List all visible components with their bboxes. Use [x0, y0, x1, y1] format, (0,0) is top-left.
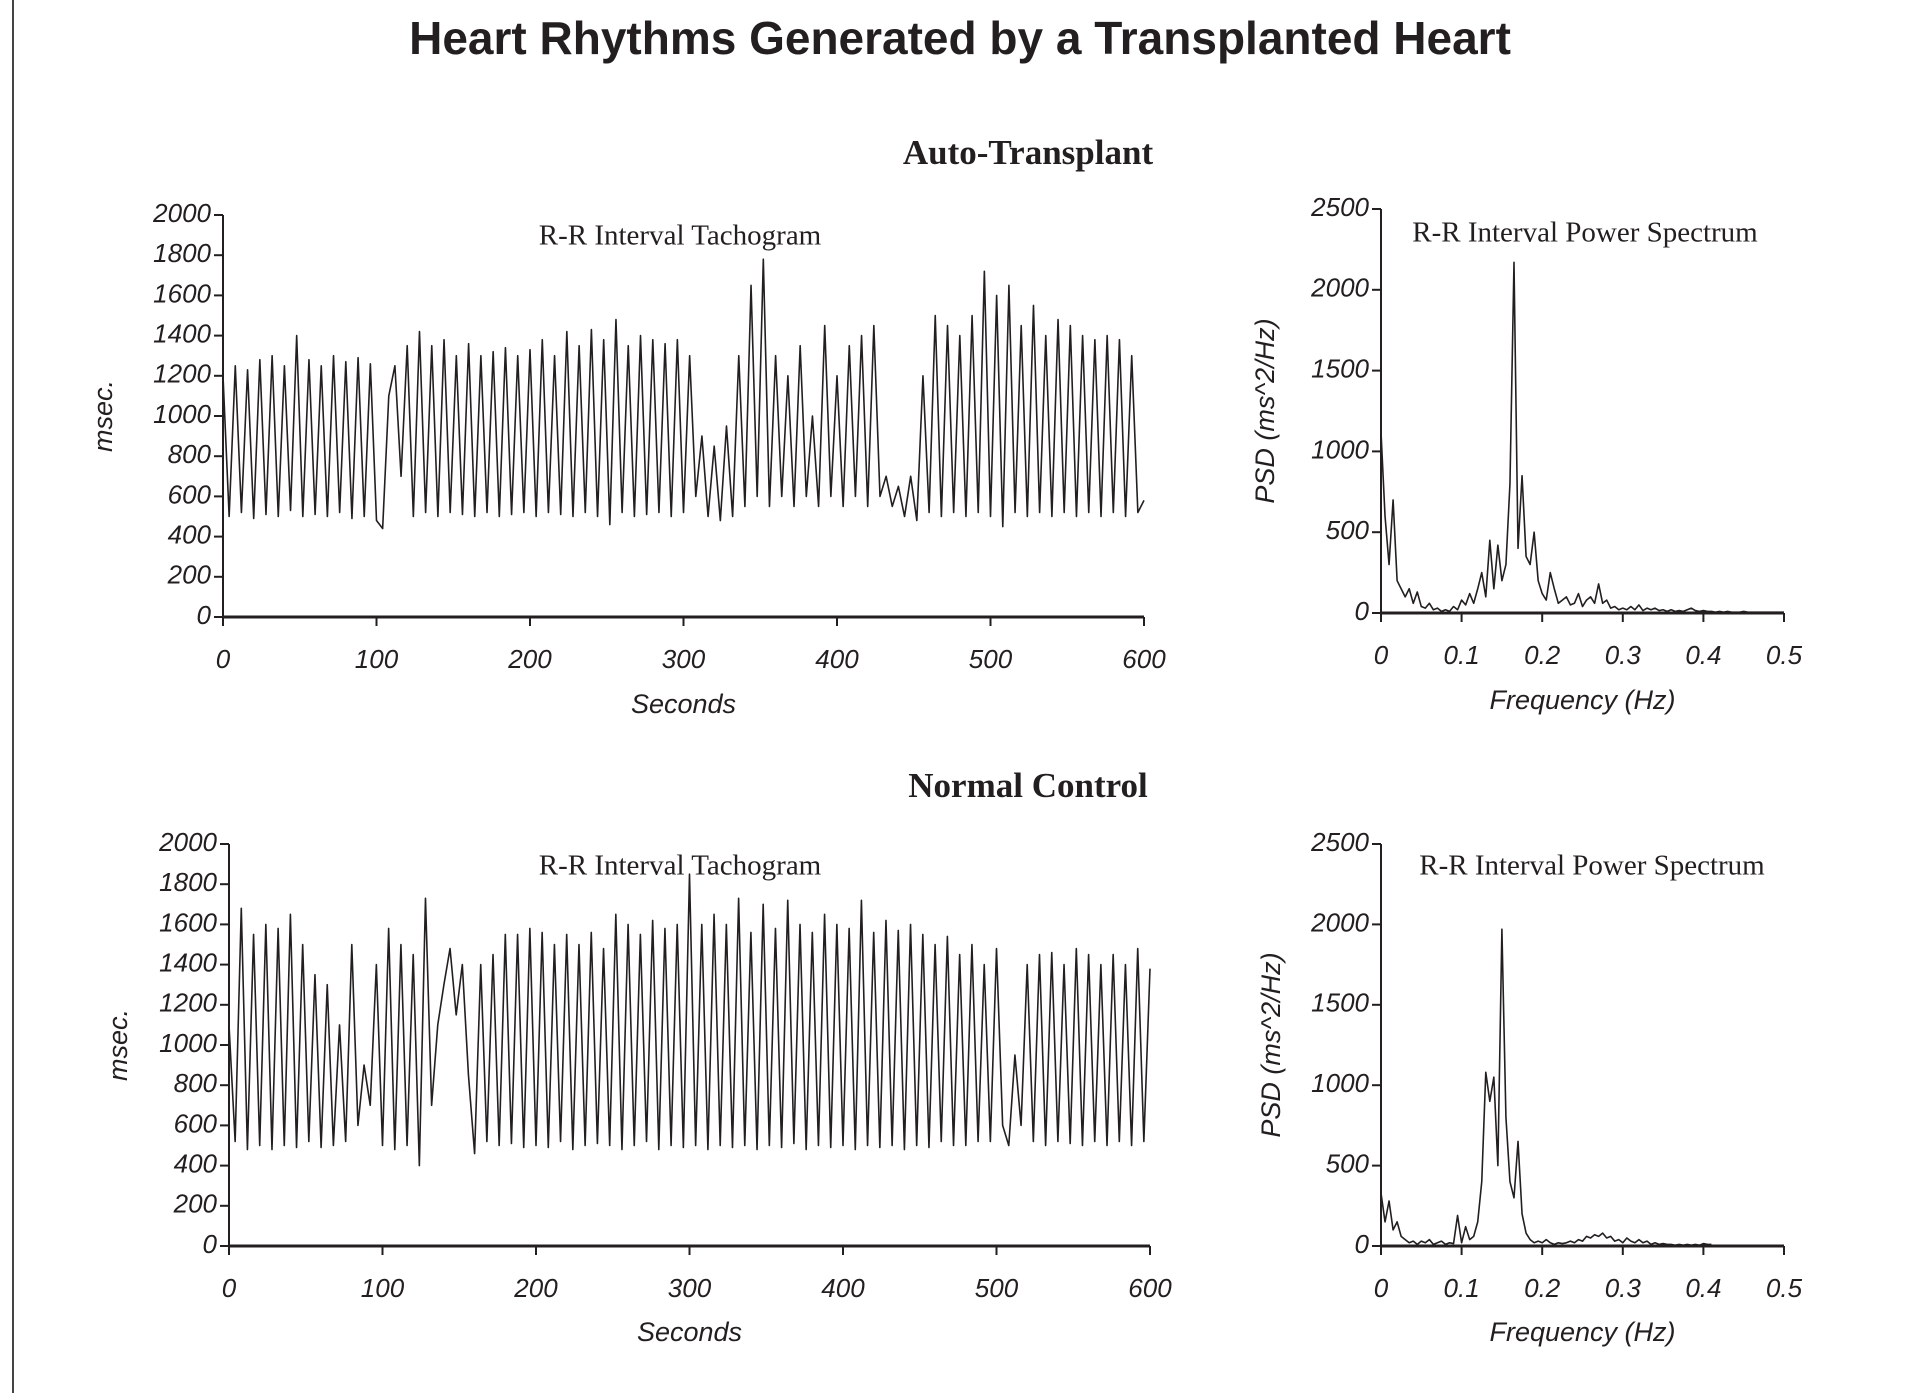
data-line — [1380, 928, 1712, 1246]
y-tick-label: 200 — [167, 560, 212, 590]
x-axis-label: Frequency (Hz) — [1489, 1317, 1675, 1347]
y-tick-label: 0 — [1355, 596, 1370, 626]
y-tick-label: 2000 — [1310, 907, 1369, 937]
y-axis-label: msec. — [103, 1009, 133, 1081]
x-tick-label: 100 — [361, 1273, 405, 1303]
y-tick-label: 0 — [1355, 1229, 1370, 1259]
y-tick-label: 1400 — [159, 947, 217, 977]
x-tick-label: 0 — [222, 1273, 237, 1303]
y-tick-label: 800 — [174, 1068, 218, 1098]
x-tick-label: 0.5 — [1766, 1273, 1803, 1303]
x-tick-label: 0 — [1374, 1273, 1389, 1303]
x-tick-label: 0.1 — [1444, 640, 1480, 670]
y-tick-label: 400 — [174, 1148, 218, 1178]
x-tick-label: 400 — [821, 1273, 865, 1303]
x-tick-label: 600 — [1128, 1273, 1172, 1303]
y-tick-label: 1800 — [153, 238, 211, 268]
chart-title: R-R Interval Power Spectrum — [1419, 850, 1765, 882]
y-axis-label: PSD (ms^2/Hz) — [1256, 952, 1286, 1137]
y-tick-label: 1000 — [1311, 1068, 1369, 1098]
y-tick-label: 1500 — [1311, 988, 1369, 1018]
x-tick-label: 0.1 — [1444, 1273, 1480, 1303]
y-tick-label: 200 — [173, 1189, 218, 1219]
y-tick-label: 1400 — [153, 318, 211, 348]
figure-title: Heart Rhythms Generated by a Transplante… — [409, 12, 1511, 64]
x-tick-label: 0.2 — [1524, 640, 1561, 670]
y-tick-label: 500 — [1326, 515, 1370, 545]
section-title: Normal Control — [908, 766, 1148, 805]
x-axis-label: Seconds — [631, 689, 736, 719]
x-tick-label: 0.5 — [1766, 640, 1803, 670]
data-line — [228, 873, 1151, 1167]
y-tick-label: 1000 — [1311, 434, 1369, 464]
y-tick-label: 500 — [1326, 1148, 1370, 1178]
y-tick-label: 800 — [168, 439, 212, 469]
y-tick-label: 1800 — [159, 867, 217, 897]
y-tick-label: 2500 — [1310, 192, 1369, 222]
y-tick-label: 2000 — [1310, 273, 1369, 303]
x-tick-label: 0.3 — [1605, 1273, 1642, 1303]
x-tick-label: 0.3 — [1605, 640, 1642, 670]
x-tick-label: 500 — [969, 644, 1013, 674]
x-tick-label: 0.2 — [1524, 1273, 1561, 1303]
x-tick-label: 0 — [216, 644, 231, 674]
y-tick-label: 1000 — [159, 1028, 217, 1058]
y-tick-label: 2000 — [152, 198, 211, 228]
x-tick-label: 200 — [513, 1273, 558, 1303]
x-tick-label: 300 — [668, 1273, 712, 1303]
y-tick-label: 600 — [174, 1108, 218, 1138]
data-line — [222, 258, 1145, 530]
x-axis-label: Seconds — [637, 1317, 742, 1347]
x-tick-label: 0.4 — [1685, 1273, 1721, 1303]
chart-title: R-R Interval Power Spectrum — [1412, 217, 1758, 249]
y-tick-label: 400 — [168, 519, 212, 549]
y-axis-label: msec. — [88, 380, 118, 452]
chart-title: R-R Interval Tachogram — [539, 850, 822, 882]
x-tick-label: 300 — [662, 644, 706, 674]
y-axis-label: PSD (ms^2/Hz) — [1250, 318, 1280, 503]
y-tick-label: 1500 — [1311, 353, 1369, 383]
y-tick-label: 1200 — [153, 359, 211, 389]
x-tick-label: 100 — [355, 644, 399, 674]
y-tick-label: 600 — [168, 479, 212, 509]
y-tick-label: 1200 — [159, 988, 217, 1018]
x-axis-label: Frequency (Hz) — [1489, 685, 1675, 715]
y-tick-label: 2000 — [158, 827, 217, 857]
y-tick-label: 0 — [203, 1229, 218, 1259]
y-tick-label: 1600 — [159, 907, 217, 937]
chart-title: R-R Interval Tachogram — [539, 220, 822, 252]
section-title: Auto-Transplant — [903, 133, 1154, 172]
x-tick-label: 200 — [507, 644, 552, 674]
x-tick-label: 600 — [1122, 644, 1166, 674]
x-tick-label: 0 — [1374, 640, 1389, 670]
y-tick-label: 1600 — [153, 278, 211, 308]
x-tick-label: 0.4 — [1685, 640, 1721, 670]
y-tick-label: 1000 — [153, 399, 211, 429]
y-tick-label: 2500 — [1310, 827, 1369, 857]
x-tick-label: 400 — [815, 644, 859, 674]
x-tick-label: 500 — [975, 1273, 1019, 1303]
y-tick-label: 0 — [197, 600, 212, 630]
data-line — [1380, 261, 1784, 613]
